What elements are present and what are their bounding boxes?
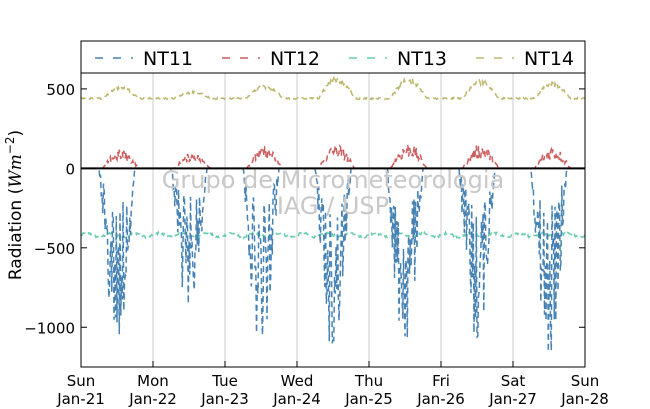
y-axis-label-text: Radiation ( [6, 188, 26, 280]
legend: NT11 NT12 NT13 NT14 [80, 40, 586, 74]
x-tick-label-day: Mon [137, 372, 169, 390]
x-tick-label-day: Tue [211, 372, 238, 390]
y-axis-label-close: ) [6, 130, 26, 137]
y-axis-label-math: Wm [6, 154, 26, 188]
x-axis: SunJan-21MonJan-22TueJan-23WedJan-24ThuJ… [56, 361, 609, 408]
x-tick-label-date: Jan-23 [200, 390, 249, 408]
legend-box [80, 40, 586, 74]
series-line-nt13 [80, 230, 586, 240]
grid-lines [152, 73, 514, 367]
y-axis-label-exponent: −2 [3, 136, 17, 154]
y-tick-label: 0 [65, 160, 75, 178]
x-tick-label-day: Sun [67, 372, 96, 390]
legend-label-nt11: NT11 [143, 48, 193, 70]
x-tick-label-date: Jan-21 [56, 390, 105, 408]
y-tick-label: −500 [34, 240, 75, 258]
x-tick-label-date: Jan-27 [488, 390, 537, 408]
y-axis-label: Radiation (Wm−2) [3, 130, 26, 280]
x-tick-label-day: Thu [354, 372, 383, 390]
series-line-nt12 [81, 141, 585, 170]
watermark-line-1: Grupo de Micrometeorologia [162, 166, 504, 194]
x-tick-label-date: Jan-25 [344, 390, 393, 408]
series-line-nt14 [80, 75, 586, 101]
watermark: Grupo de Micrometeorologia IAG / USP [162, 166, 504, 220]
legend-label-nt12: NT12 [270, 48, 320, 70]
x-tick-label-day: Wed [281, 372, 314, 390]
x-tick-label-day: Sat [501, 372, 526, 390]
x-tick-label-date: Jan-22 [128, 390, 177, 408]
y-tick-label: −1000 [24, 319, 75, 337]
legend-label-nt14: NT14 [524, 48, 574, 70]
watermark-line-2: IAG / USP [277, 192, 389, 220]
y-tick-label: 500 [46, 81, 75, 99]
x-tick-label-date: Jan-28 [560, 390, 609, 408]
legend-label-nt13: NT13 [397, 48, 447, 70]
x-tick-label-date: Jan-26 [416, 390, 465, 408]
x-tick-label-day: Fri [432, 372, 450, 390]
x-tick-label-day: Sun [571, 372, 600, 390]
plot-frame [80, 72, 586, 368]
x-tick-label-date: Jan-24 [272, 390, 321, 408]
y-axis: 500 0 −500 −1000 [24, 81, 585, 337]
